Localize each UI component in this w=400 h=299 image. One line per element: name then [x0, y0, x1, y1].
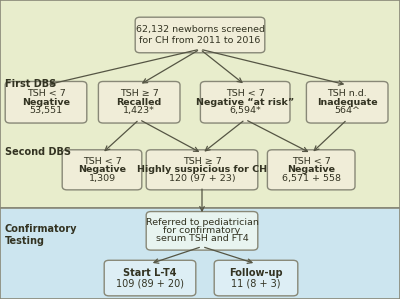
Text: Start L-T4: Start L-T4: [123, 268, 177, 278]
Text: for confirmatory: for confirmatory: [163, 226, 241, 235]
Text: TSH < 7: TSH < 7: [226, 89, 264, 98]
Text: Recalled: Recalled: [116, 98, 162, 107]
Text: 6,571 + 558: 6,571 + 558: [282, 173, 341, 183]
Text: Second DBS: Second DBS: [5, 147, 71, 157]
Text: TSH < 7: TSH < 7: [83, 157, 121, 166]
Text: Inadequate: Inadequate: [317, 98, 378, 107]
Text: TSH n.d.: TSH n.d.: [327, 89, 367, 98]
FancyBboxPatch shape: [267, 150, 355, 190]
Text: 62,132 newborns screened: 62,132 newborns screened: [136, 25, 264, 34]
FancyBboxPatch shape: [5, 81, 87, 123]
FancyBboxPatch shape: [98, 81, 180, 123]
Text: Highly suspicious for CH: Highly suspicious for CH: [137, 165, 267, 174]
Text: 120 (97 + 23): 120 (97 + 23): [169, 173, 235, 183]
Text: Follow-up: Follow-up: [229, 268, 283, 278]
Text: Negative: Negative: [22, 98, 70, 107]
Text: TSH ≥ 7: TSH ≥ 7: [183, 157, 221, 166]
FancyBboxPatch shape: [200, 81, 290, 123]
FancyBboxPatch shape: [146, 212, 258, 250]
Text: Negative: Negative: [78, 165, 126, 174]
Text: 11 (8 + 3): 11 (8 + 3): [231, 278, 281, 289]
Text: 109 (89 + 20): 109 (89 + 20): [116, 278, 184, 289]
FancyBboxPatch shape: [306, 81, 388, 123]
Text: Confirmatory
Testing: Confirmatory Testing: [5, 224, 77, 246]
Text: serum TSH and FT4: serum TSH and FT4: [156, 234, 248, 243]
Text: 6,594*: 6,594*: [229, 106, 261, 115]
FancyBboxPatch shape: [214, 260, 298, 296]
Text: First DBS: First DBS: [5, 79, 56, 89]
Text: 1,423*: 1,423*: [123, 106, 155, 115]
Bar: [0, 208, 400, 299]
Bar: [0, 0, 400, 208]
Text: 1,309: 1,309: [88, 173, 116, 183]
Text: 564^: 564^: [334, 106, 360, 115]
FancyBboxPatch shape: [135, 17, 265, 53]
Text: TSH ≥ 7: TSH ≥ 7: [120, 89, 158, 98]
Text: TSH < 7: TSH < 7: [27, 89, 65, 98]
Text: Negative “at risk”: Negative “at risk”: [196, 98, 294, 107]
Text: Referred to pediatrician: Referred to pediatrician: [146, 219, 258, 228]
FancyBboxPatch shape: [62, 150, 142, 190]
FancyBboxPatch shape: [146, 150, 258, 190]
Text: for CH from 2011 to 2016: for CH from 2011 to 2016: [139, 36, 261, 45]
FancyBboxPatch shape: [104, 260, 196, 296]
Text: 53,551: 53,551: [30, 106, 62, 115]
Text: TSH < 7: TSH < 7: [292, 157, 330, 166]
Text: Negative: Negative: [287, 165, 335, 174]
